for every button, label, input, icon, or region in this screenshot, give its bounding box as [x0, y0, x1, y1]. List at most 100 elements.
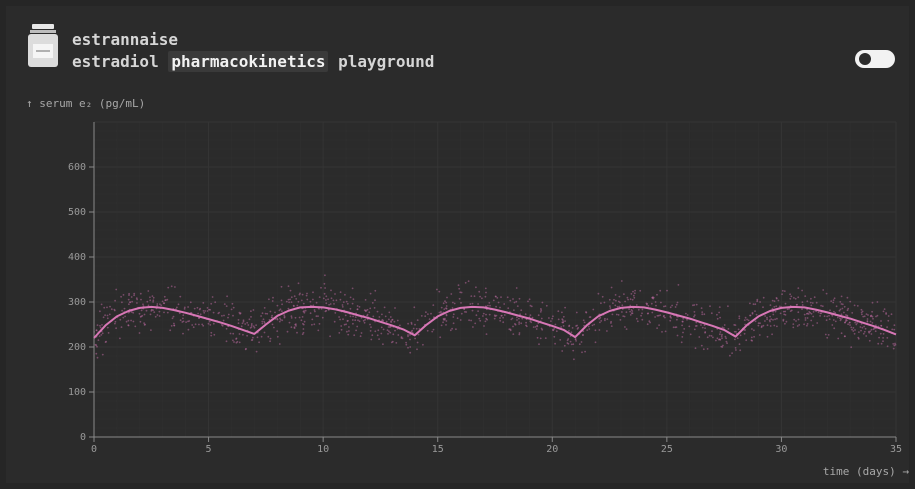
scatter-point — [766, 318, 768, 321]
scatter-point — [369, 323, 371, 326]
subtitle-highlight: pharmacokinetics — [168, 51, 329, 72]
scatter-point — [252, 309, 255, 311]
scatter-point — [849, 324, 851, 326]
scatter-point — [835, 305, 838, 308]
scatter-point — [839, 317, 841, 319]
scatter-point — [694, 347, 697, 350]
scatter-point — [656, 314, 659, 317]
scatter-point — [473, 295, 476, 298]
scatter-point — [615, 299, 617, 302]
scatter-point — [445, 305, 448, 307]
scatter-point — [700, 324, 702, 326]
subtitle-post: playground — [338, 52, 435, 71]
scatter-point — [629, 304, 632, 307]
scatter-point — [848, 321, 851, 324]
scatter-point — [409, 338, 411, 341]
scatter-point — [686, 314, 689, 316]
scatter-point — [700, 307, 703, 309]
scatter-point — [484, 320, 487, 323]
scatter-point — [261, 322, 264, 325]
scatter-point — [744, 316, 747, 319]
scatter-point — [237, 319, 240, 321]
scatter-point — [371, 302, 374, 304]
scatter-point — [852, 327, 855, 329]
scatter-point — [128, 292, 131, 295]
scatter-point — [380, 332, 383, 335]
scatter-point — [432, 304, 435, 306]
scatter-point — [871, 322, 874, 324]
scatter-point — [552, 329, 555, 332]
scatter-point — [825, 292, 828, 295]
scatter-point — [661, 331, 663, 333]
scatter-point — [315, 301, 318, 304]
theme-toggle-switch[interactable] — [855, 50, 895, 68]
scatter-point — [757, 322, 760, 325]
scatter-point — [566, 342, 569, 344]
scatter-point — [845, 319, 847, 321]
scatter-point — [890, 313, 893, 316]
scatter-point — [353, 334, 356, 337]
scatter-point — [381, 318, 384, 321]
scatter-point — [414, 337, 416, 340]
scatter-point — [299, 292, 301, 295]
scatter-point — [847, 323, 849, 326]
scatter-point — [524, 313, 527, 316]
scatter-point — [373, 307, 376, 309]
scatter-point — [286, 330, 289, 333]
scatter-point — [758, 334, 761, 336]
chart-grid — [93, 121, 897, 438]
scatter-point — [122, 294, 125, 296]
scatter-point — [288, 321, 291, 324]
scatter-point — [304, 309, 307, 312]
scatter-point — [559, 339, 562, 341]
scatter-point — [360, 316, 363, 319]
scatter-point — [509, 299, 512, 302]
scatter-point — [192, 326, 195, 329]
scatter-point — [290, 317, 293, 319]
scatter-point — [834, 312, 837, 314]
scatter-point — [886, 326, 888, 328]
scatter-point — [806, 308, 808, 311]
scatter-point — [493, 314, 496, 317]
scatter-point — [374, 289, 377, 292]
scatter-point — [446, 296, 448, 299]
scatter-point — [382, 328, 385, 331]
scatter-point — [882, 340, 884, 343]
scatter-point — [682, 331, 684, 334]
scatter-point — [751, 311, 754, 314]
scatter-point — [485, 317, 488, 320]
scatter-point — [669, 319, 672, 322]
scatter-point — [718, 338, 721, 341]
scatter-point — [475, 286, 477, 289]
scatter-point — [878, 336, 880, 339]
scatter-point — [721, 333, 723, 336]
scatter-point — [825, 319, 828, 322]
scatter-point — [223, 303, 226, 305]
scatter-point — [735, 349, 737, 351]
scatter-point — [711, 330, 713, 333]
scatter-point — [810, 297, 812, 300]
scatter-point — [332, 299, 335, 302]
scatter-point — [364, 318, 366, 321]
scatter-point — [217, 312, 220, 315]
scatter-point — [772, 313, 775, 316]
scatter-point — [460, 312, 463, 315]
scatter-point — [339, 291, 342, 293]
scatter-point — [177, 303, 180, 306]
scatter-point — [676, 318, 678, 321]
scatter-point — [162, 302, 165, 305]
scatter-point — [276, 304, 279, 307]
scatter-point — [405, 341, 407, 344]
scatter-point — [113, 309, 116, 312]
scatter-point — [582, 334, 584, 336]
scatter-point — [894, 342, 896, 345]
scatter-point — [255, 350, 258, 353]
scatter-point — [832, 301, 835, 304]
scatter-point — [709, 305, 711, 308]
scatter-point — [440, 324, 443, 327]
scatter-point — [302, 310, 305, 313]
scatter-point — [339, 318, 341, 321]
scatter-point — [348, 330, 350, 332]
x-tick-label: 25 — [661, 444, 673, 455]
